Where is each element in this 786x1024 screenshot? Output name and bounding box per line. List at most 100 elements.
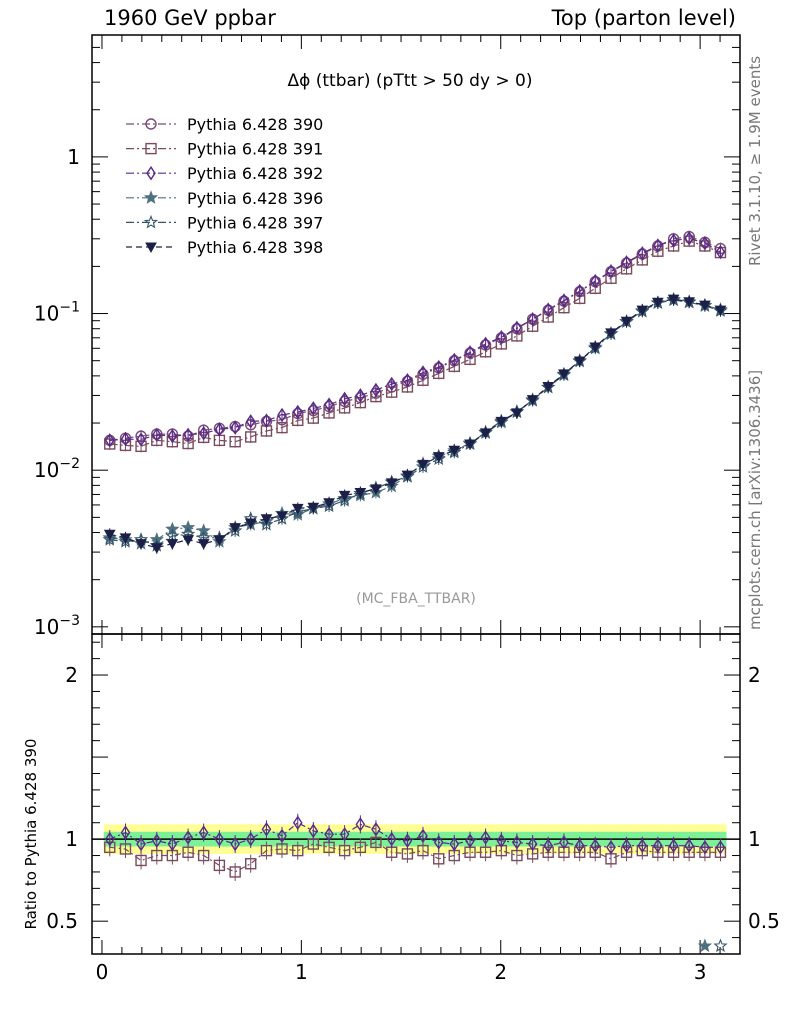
data-point [652,297,664,309]
data-point [183,427,193,443]
legend-entry: Pythia 6.428 392 [126,164,323,183]
data-point [307,502,320,514]
marker-shape [590,273,601,289]
ratio-point [308,823,319,839]
marker-shape [260,844,273,857]
marker-shape [543,838,554,853]
ratio-point [292,844,304,857]
marker-shape [119,843,132,855]
legend-marker [145,118,157,130]
x-tick-label: 1 [295,960,308,984]
marker-shape [479,428,492,439]
ratio-point [418,828,428,844]
ratio-offscale-marker [697,938,713,953]
data-point [339,391,350,407]
data-point [167,428,178,444]
marker-shape [527,311,538,327]
ratio-point [197,849,210,862]
marker-shape [197,849,210,862]
marker-shape [259,517,274,531]
marker-shape [371,382,381,398]
data-point [417,459,429,471]
marker-shape [449,352,460,368]
marker-shape [684,838,694,853]
ratio-point [527,836,538,852]
marker-shape [151,849,163,862]
marker-shape [715,244,726,260]
ratio-point [229,866,241,878]
data-point [714,305,727,317]
data-point [574,283,585,299]
data-point [214,422,225,437]
ratio-point [339,826,350,842]
marker-shape [385,478,398,489]
data-point [543,302,554,317]
ratio-y-tick-label-right: 0.5 [748,909,780,933]
marker-shape [653,238,663,253]
data-point [136,432,146,447]
data-point [621,255,632,270]
data-point [276,511,288,523]
marker-shape [136,836,146,852]
ratio-point [606,840,616,855]
legend-marker [143,190,159,204]
marker-shape [402,373,413,388]
data-point [292,404,303,420]
marker-shape [230,836,240,852]
ratio-point [151,849,163,862]
marker-shape [559,293,569,308]
marker-shape [198,825,209,840]
watermark: (MC_FBA_TTBAR) [356,591,476,607]
data-point [103,529,116,541]
marker-shape [245,858,257,870]
data-point [182,535,194,546]
marker-shape [433,853,445,865]
data-point [230,420,240,435]
header-right: Top (parton level) [551,6,736,30]
ratio-point [465,833,475,849]
marker-shape [512,320,522,336]
marker-shape [244,518,257,530]
series-5 [103,293,727,554]
marker-shape [402,833,413,849]
marker-shape [684,231,694,246]
data-point [245,431,257,443]
data-point [432,452,445,463]
ratio-point [277,828,287,844]
marker-shape [652,297,664,309]
marker-shape [574,838,585,853]
data-point [558,369,570,380]
marker-shape [479,846,492,858]
data-point [464,439,476,451]
y-tick-label: 1 [67,145,80,169]
ratio-point [433,853,445,865]
marker-shape [543,302,554,317]
marker-shape [511,408,523,419]
data-point [526,395,539,406]
marker-shape [355,817,366,832]
ratio-y-tick-label: 1 [65,827,78,851]
data-point [102,532,117,546]
ratio-point [386,831,397,847]
y-tick-label: 10−3 [34,613,80,639]
marker-shape [261,822,272,837]
ratio-line [109,821,721,848]
ratio-point [198,825,209,840]
marker-shape [308,401,319,416]
marker-shape [103,529,116,541]
plot-title: Δϕ (ttbar) (pTtt > 50 dy > 0) [287,71,532,91]
marker-shape [150,543,163,554]
side-label-mcplots: mcplots.cern.ch [arXiv:1306.3436] [746,369,764,630]
legend-label: Pythia 6.428 390 [187,115,323,134]
legend-label: Pythia 6.428 392 [187,164,323,183]
data-point [119,533,132,544]
marker-shape [339,391,350,407]
data-point [605,328,617,339]
marker-shape [542,382,555,393]
data-point [135,539,147,550]
data-point [699,300,711,312]
data-point [700,235,710,251]
series-3 [102,291,728,550]
data-point [589,342,602,353]
marker-shape [636,305,649,317]
